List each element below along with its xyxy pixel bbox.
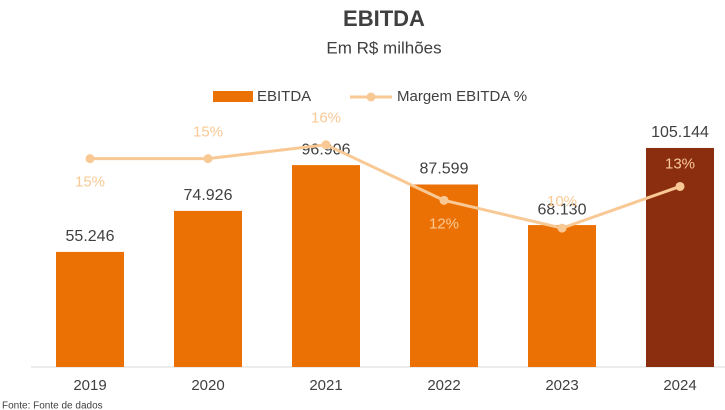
x-tick-label: 2023 <box>545 377 578 394</box>
bar <box>528 225 596 367</box>
line-value-label: 12% <box>429 215 459 232</box>
line-marker <box>675 181 685 191</box>
legend-label: EBITDA <box>257 88 311 105</box>
line-marker <box>439 195 449 205</box>
x-tick-label: 2022 <box>427 377 460 394</box>
line <box>90 143 681 230</box>
line-value-label: 15% <box>75 174 105 191</box>
x-tick-label: 2021 <box>309 377 342 394</box>
x-tick-label: 2024 <box>663 377 696 394</box>
legend-swatch <box>213 91 253 102</box>
x-tick-label: 2019 <box>73 377 106 394</box>
bar <box>174 210 242 367</box>
line-marker <box>557 223 567 233</box>
line-marker <box>203 154 213 164</box>
legend-marker <box>366 92 376 102</box>
bar-value-label: 87.599 <box>420 161 469 178</box>
legend-label: Margem EBITDA % <box>397 88 527 105</box>
bar <box>56 251 124 367</box>
x-tick-label: 2020 <box>191 377 224 394</box>
bar <box>410 184 478 367</box>
source-note: Fonte: Fonte de dados <box>2 401 103 410</box>
chart-subtitle: Em R$ milhões <box>326 38 441 57</box>
line-marker <box>85 154 95 164</box>
bar-value-label: 74.926 <box>184 187 233 204</box>
bar-value-label: 68.130 <box>538 201 587 218</box>
line-value-label: 16% <box>311 110 341 127</box>
bar <box>292 165 360 367</box>
bar <box>646 147 714 367</box>
bar-value-label: 55.246 <box>66 228 115 245</box>
bar-value-label: 105.144 <box>651 124 709 141</box>
line-value-label: 10% <box>547 193 577 210</box>
line-value-label: 15% <box>193 124 223 141</box>
line-value-label: 13% <box>665 155 695 172</box>
chart-title: EBITDA <box>343 6 425 31</box>
line-marker <box>321 140 331 150</box>
